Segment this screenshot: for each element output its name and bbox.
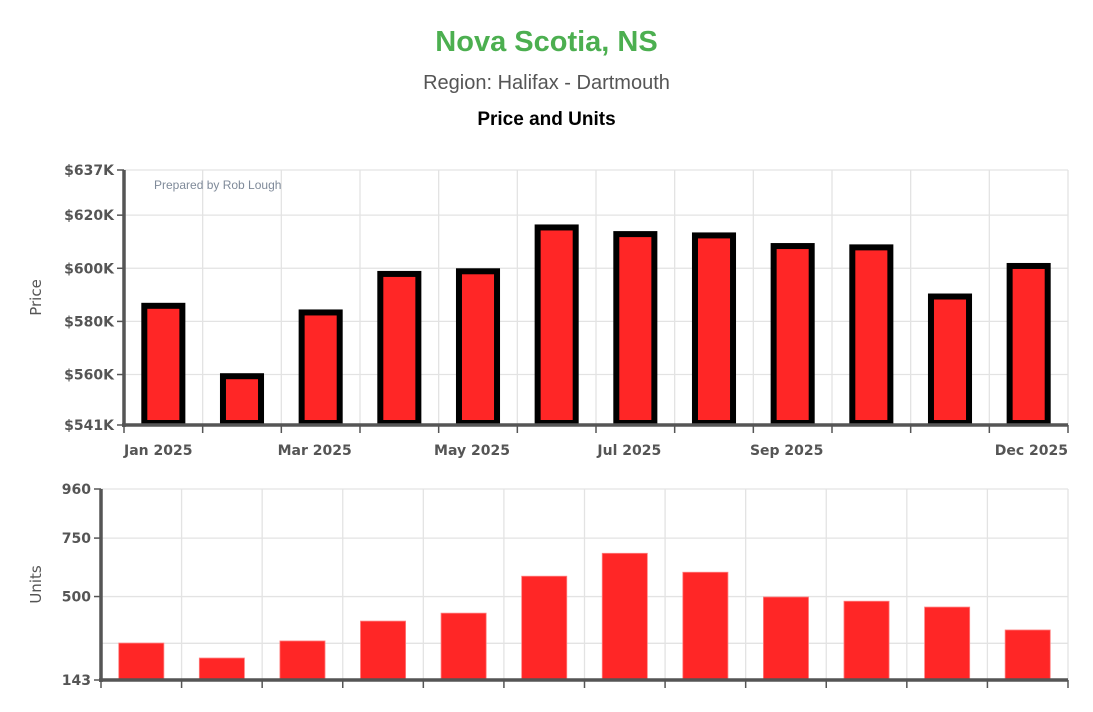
bar-mar-2025[interactable] [298,309,343,426]
y-tick-label: $637K [64,163,115,179]
y-tick-label: $560K [64,368,115,384]
y-axis-label: Units [27,565,45,604]
region-subtitle: Region: Halifax - Dartmouth [423,72,670,94]
bar-oct-2025[interactable] [843,600,890,681]
chart-title: Price and Units [477,109,616,130]
bar-jan-2025[interactable] [141,302,186,426]
bar-mar-2025[interactable] [279,640,326,681]
bar-jun-2025[interactable] [534,224,579,426]
x-tick-label: Jan 2025 [123,443,192,459]
bar-jul-2025[interactable] [613,231,658,426]
y-tick-label: $541K [64,418,115,434]
x-tick-label: Jul 2025 [596,443,661,459]
bar-jan-2025[interactable] [118,642,165,681]
x-tick-label: May 2025 [434,443,510,459]
bar-jun-2025[interactable] [521,575,568,681]
y-tick-label: $600K [64,261,115,277]
bar-dec-2025[interactable] [1006,262,1051,426]
y-axis-label: Price [27,279,45,316]
bar-apr-2025[interactable] [377,270,422,426]
y-tick-label: 143 [62,673,91,689]
bar-dec-2025[interactable] [1004,629,1051,681]
bar-sep-2025[interactable] [762,596,809,681]
bar-feb-2025[interactable] [219,373,265,426]
units-panel: 143 500 750 960 Units [27,482,1069,689]
bar-aug-2025[interactable] [682,571,729,681]
bar-oct-2025[interactable] [849,244,894,426]
bar-apr-2025[interactable] [360,620,407,681]
bar-nov-2025[interactable] [924,606,971,681]
region-title: Nova Scotia, NS [435,26,658,58]
x-tick-label: Sep 2025 [750,443,823,459]
y-tick-label: 750 [62,531,91,547]
y-tick-label: $620K [64,208,115,224]
x-tick-label: Mar 2025 [278,443,352,459]
bar-may-2025[interactable] [440,612,487,681]
y-tick-label: 960 [62,482,91,498]
price-panel: $541K $560K $580K $600K $620K $637K Jan 2025 Ma… [27,163,1069,459]
bar-jul-2025[interactable] [601,552,648,681]
bar-sep-2025[interactable] [770,243,815,426]
bar-may-2025[interactable] [455,268,501,426]
bar-feb-2025[interactable] [198,657,245,681]
bar-aug-2025[interactable] [691,232,737,426]
y-tick-label: $580K [64,314,115,330]
prepared-by-credit: Prepared by Rob Lough [154,178,281,192]
bar-nov-2025[interactable] [927,293,973,426]
x-tick-label: Dec 2025 [995,443,1068,459]
y-tick-label: 500 [62,590,91,606]
